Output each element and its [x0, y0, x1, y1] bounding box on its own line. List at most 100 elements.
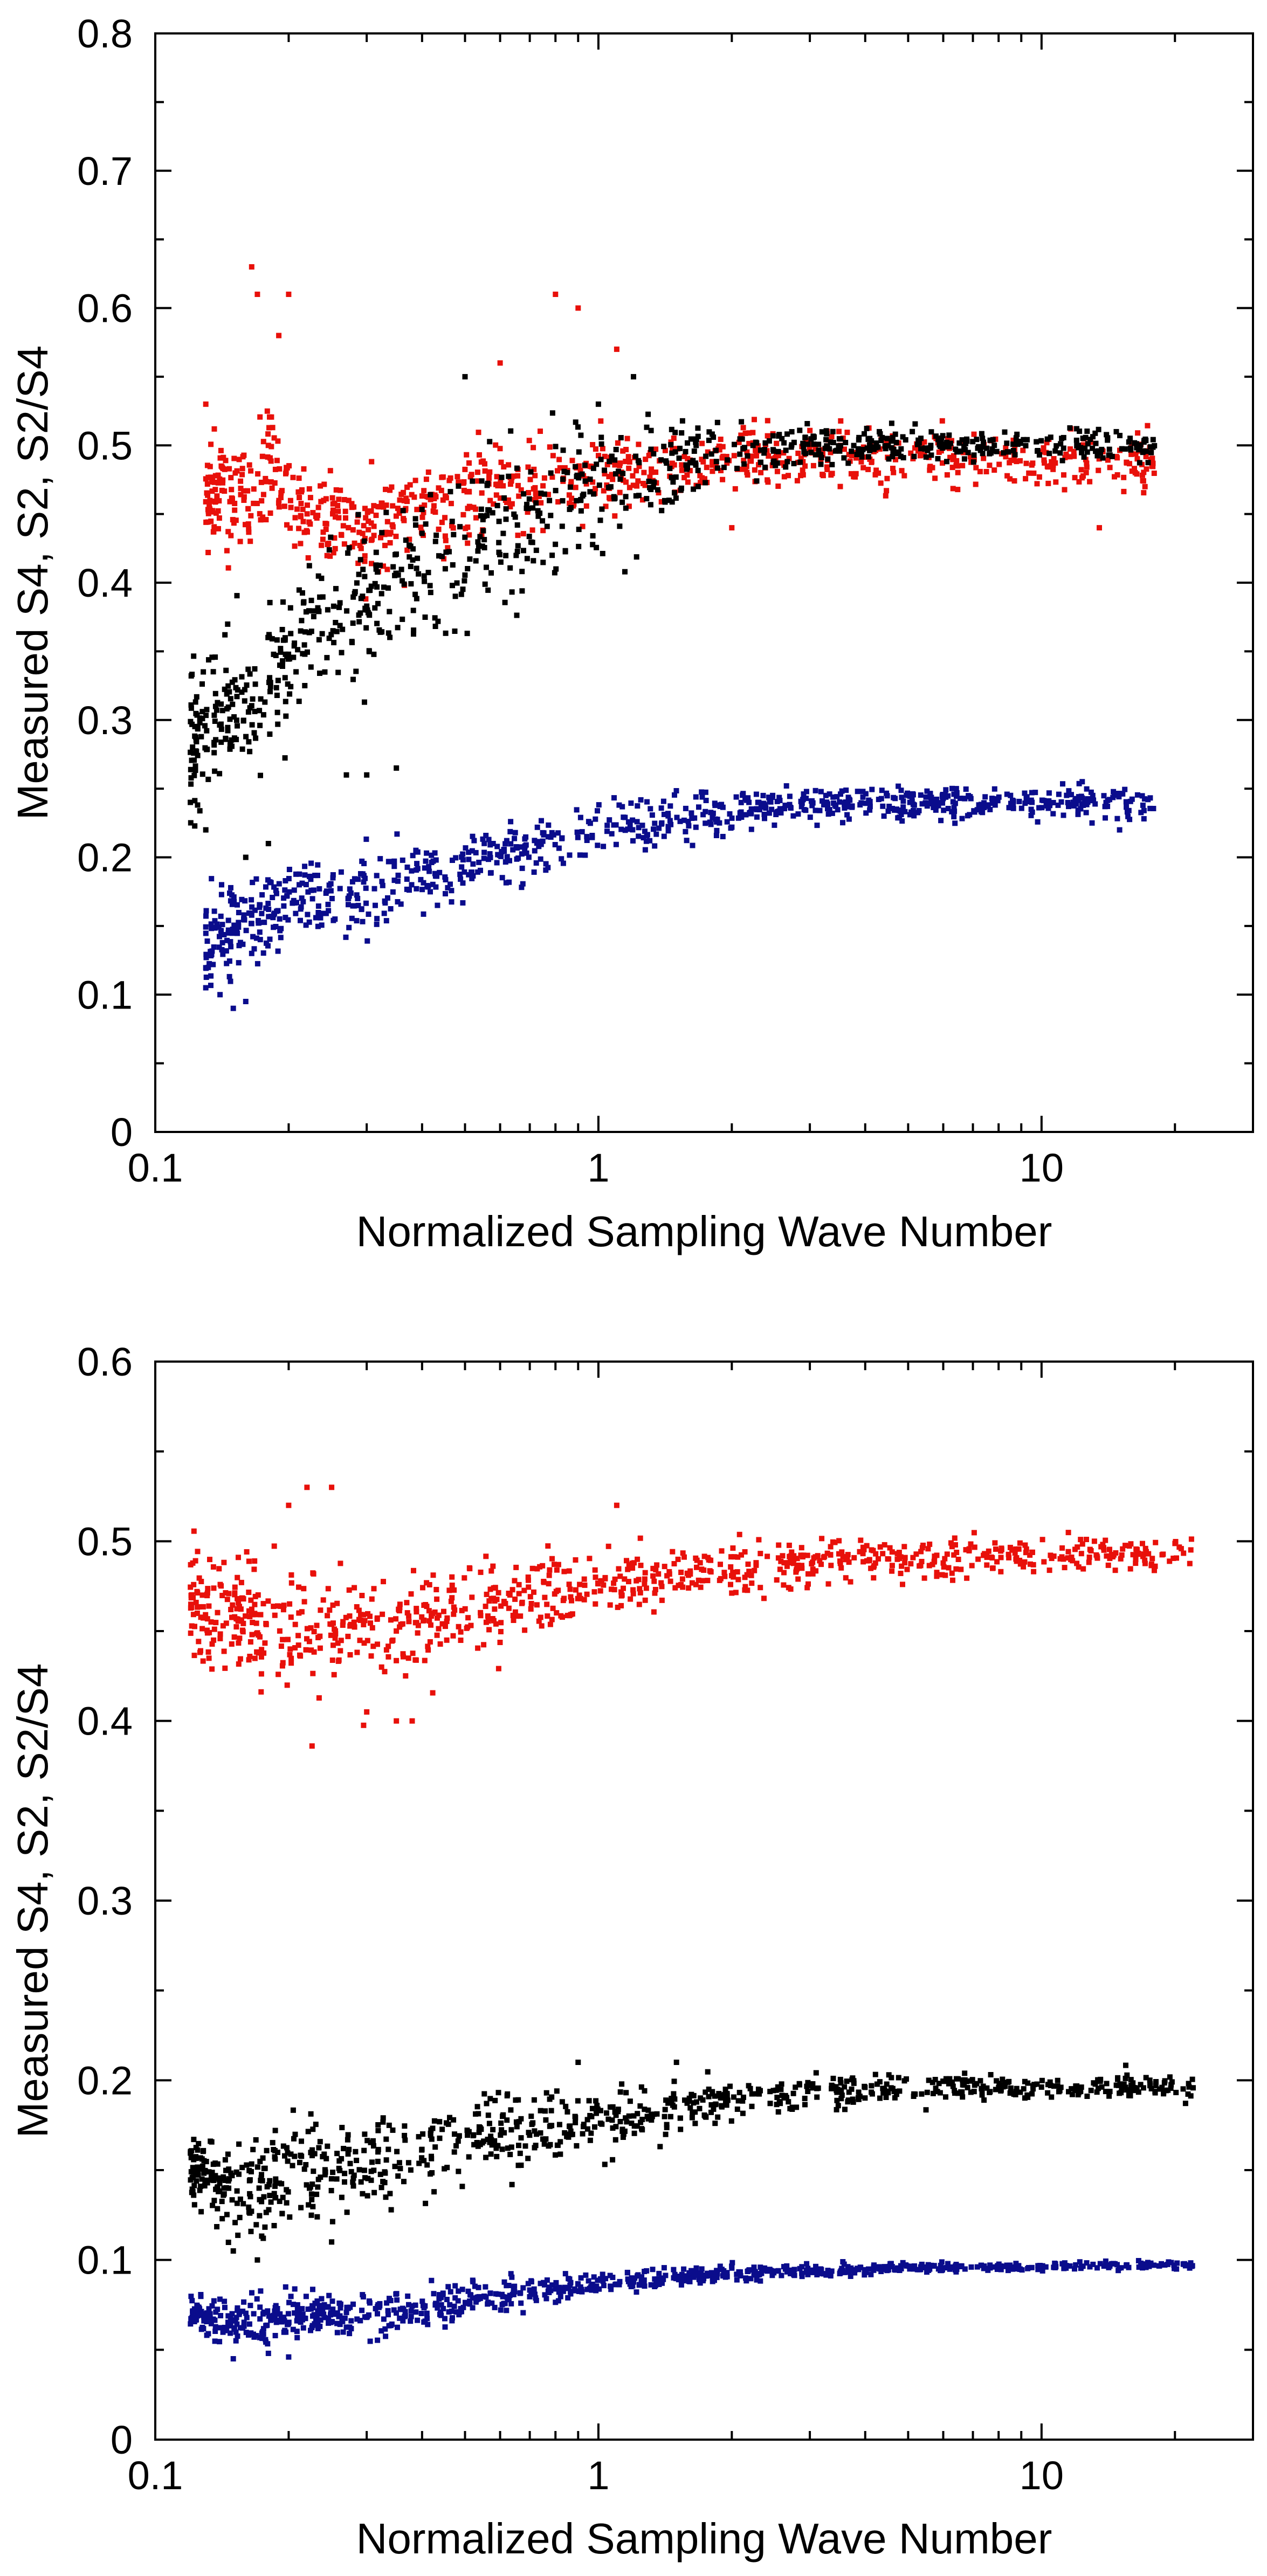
scatter-point	[706, 437, 712, 443]
scatter-point	[677, 445, 683, 451]
scatter-point	[249, 950, 254, 956]
scatter-point	[665, 828, 671, 834]
scatter-point	[423, 858, 429, 864]
scatter-point	[1107, 1556, 1113, 1562]
scatter-point	[1010, 800, 1016, 806]
scatter-point	[684, 472, 690, 478]
scatter-point	[1058, 2084, 1064, 2090]
scatter-point	[498, 2120, 504, 2126]
scatter-point	[617, 2089, 623, 2095]
scatter-point	[588, 2130, 594, 2136]
scatter-point	[1085, 441, 1091, 447]
scatter-point	[856, 2089, 862, 2095]
scatter-point	[569, 2131, 575, 2137]
scatter-point	[318, 1607, 323, 1613]
scatter-point	[838, 436, 844, 442]
scatter-point	[1133, 2088, 1139, 2093]
scatter-point	[415, 1630, 421, 1636]
scatter-point	[850, 2099, 856, 2105]
scatter-point	[625, 826, 631, 832]
scatter-point	[609, 2117, 615, 2123]
scatter-point	[783, 783, 789, 789]
scatter-point	[562, 465, 568, 471]
scatter-point	[282, 755, 288, 761]
scatter-point	[964, 436, 969, 442]
scatter-point	[538, 2130, 543, 2136]
scatter-point	[460, 900, 466, 906]
scatter-point	[243, 2310, 249, 2316]
scatter-point	[902, 809, 908, 814]
scatter-point	[880, 1551, 886, 1557]
scatter-point	[578, 496, 584, 502]
scatter-point	[432, 538, 438, 544]
scatter-point	[298, 541, 304, 547]
scatter-point	[387, 2191, 393, 2197]
scatter-point	[225, 704, 231, 710]
scatter-point	[1148, 450, 1154, 455]
scatter-point	[1010, 441, 1016, 447]
scatter-point	[506, 1591, 512, 1596]
scatter-point	[195, 2172, 201, 2178]
scatter-point	[836, 443, 842, 449]
scatter-point	[259, 910, 265, 916]
scatter-point	[576, 463, 582, 469]
scatter-point	[204, 1616, 210, 1622]
scatter-point	[953, 786, 959, 792]
scatter-point	[343, 515, 348, 521]
scatter-point	[383, 1647, 389, 1653]
scatter-point	[241, 452, 247, 458]
scatter-point	[519, 865, 525, 871]
scatter-point	[810, 462, 816, 468]
scatter-point	[634, 483, 640, 489]
scatter-point	[224, 691, 230, 697]
scatter-point	[287, 2214, 293, 2220]
scatter-point	[292, 1621, 298, 1627]
scatter-point	[1058, 441, 1064, 447]
scatter-point	[658, 805, 664, 811]
scatter-point	[648, 806, 653, 812]
scatter-point	[872, 1560, 878, 1566]
scatter-point	[599, 506, 605, 512]
scatter-point	[200, 1604, 206, 1610]
scatter-point	[488, 570, 494, 576]
scatter-point	[359, 907, 364, 913]
scatter-point	[634, 2123, 640, 2129]
scatter-point	[967, 454, 973, 460]
scatter-point	[729, 525, 735, 531]
scatter-point	[1111, 792, 1117, 798]
scatter-point	[644, 832, 650, 838]
scatter-point	[751, 2264, 757, 2270]
scatter-point	[374, 584, 380, 590]
scatter-point	[303, 609, 309, 615]
scatter-point	[525, 1577, 531, 1583]
scatter-point	[1134, 456, 1140, 462]
scatter-point	[843, 440, 849, 445]
scatter-point	[1172, 1541, 1178, 1546]
scatter-point	[219, 922, 225, 928]
scatter-point	[893, 2091, 899, 2097]
scatter-point	[962, 447, 968, 453]
scatter-point	[940, 796, 946, 802]
scatter-point	[373, 513, 379, 518]
scatter-point	[904, 2076, 909, 2082]
scatter-point	[752, 1567, 758, 1573]
scatter-point	[830, 2075, 836, 2081]
scatter-point	[613, 841, 619, 847]
scatter-point	[780, 460, 786, 466]
scatter-point	[330, 2170, 336, 2176]
scatter-point	[240, 1620, 246, 1626]
scatter-point	[1105, 435, 1111, 441]
scatter-point	[394, 1718, 400, 1724]
scatter-point	[615, 440, 621, 446]
scatter-point	[1069, 2086, 1075, 2092]
scatter-point	[451, 1587, 457, 1593]
scatter-point	[911, 453, 917, 459]
scatter-point	[512, 514, 518, 520]
scatter-point	[1090, 445, 1096, 451]
scatter-point	[221, 2191, 227, 2197]
scatter-point	[242, 898, 248, 904]
scatter-point	[774, 809, 780, 814]
scatter-point	[211, 944, 217, 950]
scatter-point	[957, 796, 963, 802]
